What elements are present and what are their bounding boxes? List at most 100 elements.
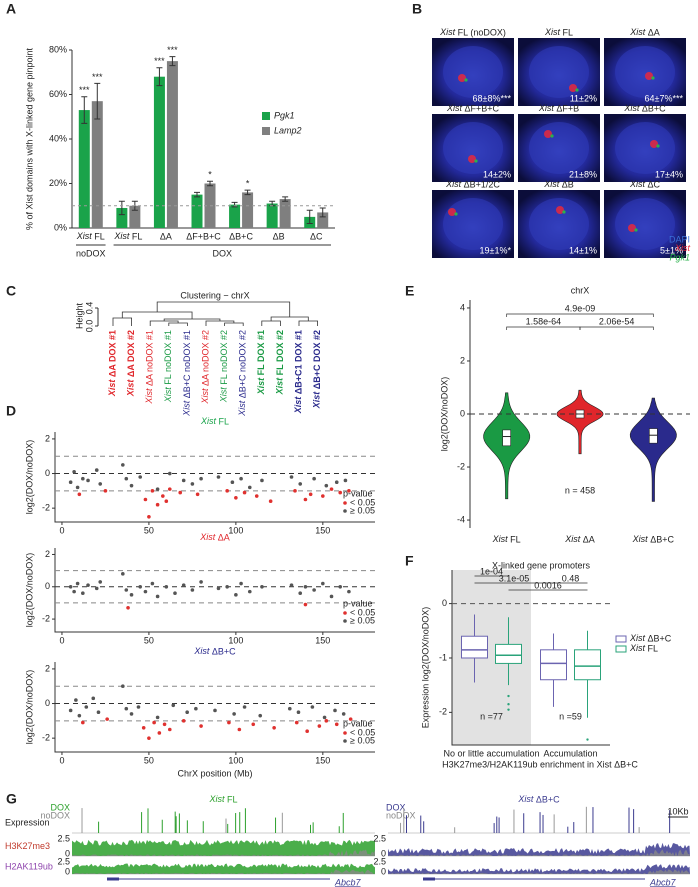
- point: [343, 478, 348, 483]
- point: [143, 589, 148, 594]
- y-axis-label: Expression log2(DOX/noDOX): [420, 607, 430, 729]
- italic-word: Xist: [629, 633, 646, 643]
- legend-label: DOX: [386, 802, 406, 812]
- y-axis-label: log2(DOX/noDOX): [24, 553, 34, 628]
- legend-label: noDOX: [386, 810, 416, 820]
- x-tick-label: 0: [59, 525, 64, 535]
- x-axis-label: H3K27me3/H2AK119ub enrichment in Xist ΔB…: [442, 759, 638, 769]
- leaf-label: Xist FL noDOX #1: [163, 330, 173, 403]
- bar: [153, 76, 165, 228]
- x-tick-label: 50: [144, 635, 154, 645]
- point: [260, 584, 264, 589]
- point: [296, 710, 301, 714]
- point: [321, 581, 325, 586]
- point: [150, 489, 155, 493]
- x-tick-label: 100: [228, 755, 243, 765]
- x-tick-label: ΔC: [310, 231, 323, 241]
- point: [155, 502, 160, 507]
- violin: [556, 389, 604, 455]
- italic-word: Xist: [193, 646, 210, 656]
- point: [138, 475, 143, 479]
- point: [86, 583, 90, 587]
- italic-word: Xist: [293, 396, 303, 415]
- image-title: Xist ΔA: [629, 27, 660, 37]
- box: [461, 635, 488, 659]
- channel-label: Pgk1: [669, 252, 690, 262]
- dendrogram-link: [270, 316, 309, 321]
- comparison-bracket: [506, 313, 654, 317]
- significance: *: [246, 179, 250, 189]
- point: [129, 712, 134, 716]
- point: [129, 593, 134, 597]
- point: [155, 487, 160, 491]
- dendrogram-link: [112, 317, 132, 326]
- point: [216, 475, 221, 479]
- image-value: 14±1%: [569, 245, 597, 255]
- leaf-label: Xist ΔB+C noDOX #2: [238, 330, 248, 417]
- x-tick-label: 150: [315, 755, 330, 765]
- point: [75, 485, 80, 490]
- x-tick-label: Xist FL: [492, 534, 521, 544]
- point: [103, 489, 108, 493]
- point: [155, 594, 160, 599]
- point: [124, 588, 129, 592]
- nucleus: [529, 46, 589, 98]
- n-label: n =59: [559, 711, 582, 721]
- n-label: n =77: [480, 711, 503, 721]
- italic-word: Xist: [632, 534, 649, 544]
- y-tick-label: 2: [460, 355, 465, 365]
- point: [216, 586, 221, 591]
- point: [329, 594, 334, 599]
- error-bar: [118, 200, 125, 216]
- track-title: Xist ΔB+C: [517, 794, 560, 804]
- bar: [166, 61, 178, 228]
- nucleus: [443, 122, 503, 174]
- italic-word: Xist: [145, 388, 155, 405]
- point: [161, 494, 165, 498]
- italic-word: Xist: [219, 387, 229, 404]
- point: [289, 583, 294, 587]
- point: [75, 581, 80, 586]
- point: [150, 581, 155, 586]
- coverage-track-nodox: [72, 869, 375, 874]
- error-bar: [207, 180, 213, 187]
- xist-signal: [448, 208, 456, 216]
- dendrogram-link: [224, 322, 244, 326]
- y-tick-label: 2: [45, 663, 50, 673]
- point: [143, 497, 148, 502]
- point: [190, 588, 195, 592]
- leaf-label: Xist ΔB+C DOX #2: [312, 330, 322, 409]
- point: [91, 696, 96, 701]
- point: [242, 705, 247, 709]
- point: [74, 698, 78, 702]
- point: [147, 736, 151, 740]
- y-axis-label: log2(DOX/noDOX): [24, 670, 34, 745]
- x-tick-label: 100: [228, 525, 243, 535]
- italic-word: Xist: [674, 243, 691, 253]
- box: [574, 649, 601, 681]
- coverage-track-nodox: [72, 849, 375, 856]
- italic-word: Xist: [439, 27, 456, 37]
- point: [294, 720, 299, 725]
- x-axis-label: ChrX position (Mb): [177, 768, 252, 778]
- nucleus: [529, 122, 589, 174]
- point: [81, 591, 85, 596]
- p-value: 0.0016: [534, 580, 562, 590]
- point: [310, 705, 315, 709]
- outlier: [586, 738, 589, 741]
- point: [237, 727, 242, 732]
- axes: [54, 432, 375, 523]
- group-label: noDOX: [76, 248, 106, 258]
- point: [227, 720, 231, 725]
- point: [84, 705, 89, 709]
- italic-word: Xist: [182, 400, 192, 417]
- bar: [229, 204, 241, 228]
- point: [124, 706, 129, 711]
- panel-label: B: [412, 1, 422, 17]
- comparison-bracket: [506, 326, 581, 330]
- italic-word: Xist: [445, 179, 462, 189]
- legend-swatch: [262, 112, 270, 120]
- x-tick-label: Xist FL: [76, 231, 105, 241]
- nucleus: [615, 46, 675, 98]
- legend-swatch: [615, 635, 627, 643]
